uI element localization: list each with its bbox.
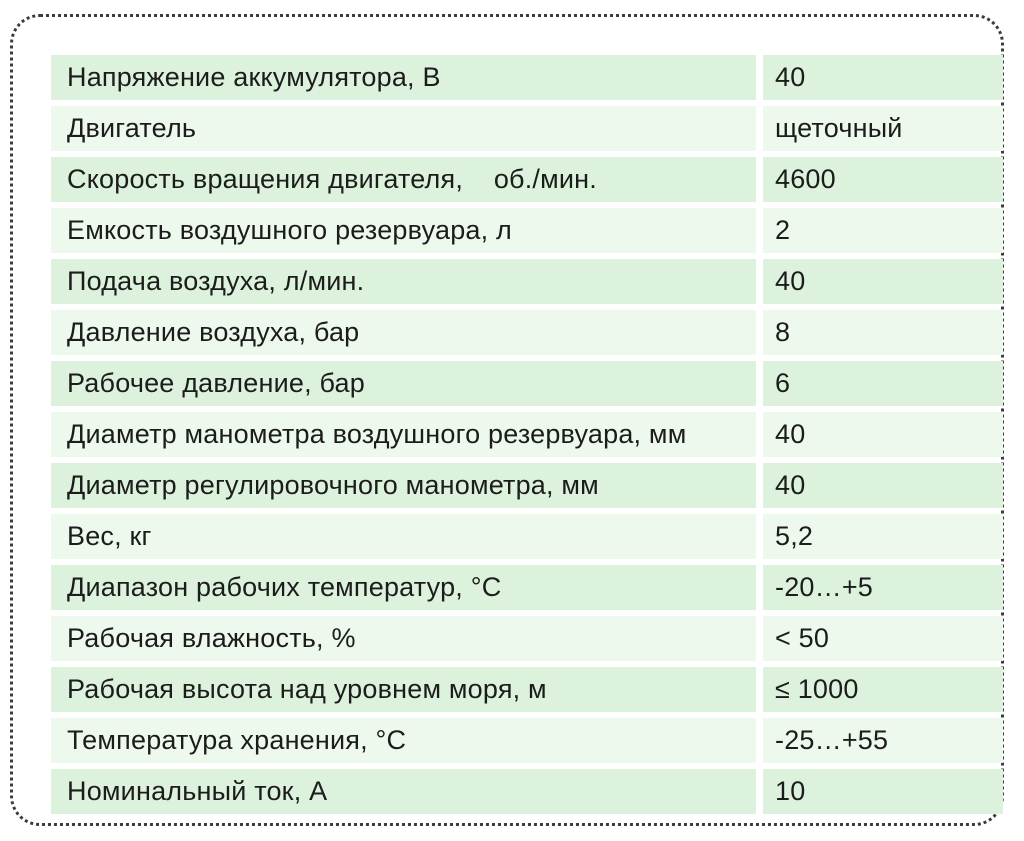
spec-value: 5,2 [763, 514, 1003, 559]
spec-value: -20…+5 [763, 565, 1003, 610]
spec-value: 40 [763, 463, 1003, 508]
spec-row: Вес, кг 5,2 [51, 514, 1003, 559]
spec-label: Рабочая влажность, % [51, 616, 756, 661]
spec-row: Рабочая влажность, % < 50 [51, 616, 1003, 661]
spec-row: Диапазон рабочих температур, °С -20…+5 [51, 565, 1003, 610]
spec-row: Рабочая высота над уровнем моря, м ≤ 100… [51, 667, 1003, 712]
spec-label: Диаметр манометра воздушного резервуара,… [51, 412, 756, 457]
spec-value: -25…+55 [763, 718, 1003, 763]
spec-row: Диаметр регулировочного манометра, мм 40 [51, 463, 1003, 508]
spec-row: Емкость воздушного резервуара, л 2 [51, 208, 1003, 253]
spec-row: Рабочее давление, бар 6 [51, 361, 1003, 406]
spec-value: 40 [763, 55, 1003, 100]
spec-label: Рабочая высота над уровнем моря, м [51, 667, 756, 712]
spec-value: 40 [763, 259, 1003, 304]
spec-label: Напряжение аккумулятора, В [51, 55, 756, 100]
spec-value: 6 [763, 361, 1003, 406]
spec-row: Давление воздуха, бар 8 [51, 310, 1003, 355]
spec-label: Подача воздуха, л/мин. [51, 259, 756, 304]
spec-label: Диаметр регулировочного манометра, мм [51, 463, 756, 508]
spec-row: Подача воздуха, л/мин. 40 [51, 259, 1003, 304]
spec-row: Напряжение аккумулятора, В 40 [51, 55, 1003, 100]
spec-row: Двигатель щеточный [51, 106, 1003, 151]
spec-label: Номинальный ток, А [51, 769, 756, 814]
spec-label: Скорость вращения двигателя, об./мин. [51, 157, 756, 202]
spec-label: Двигатель [51, 106, 756, 151]
spec-row: Температура хранения, °С -25…+55 [51, 718, 1003, 763]
spec-table: Напряжение аккумулятора, В 40 Двигатель … [51, 55, 1003, 820]
spec-value: 10 [763, 769, 1003, 814]
spec-row: Диаметр манометра воздушного резервуара,… [51, 412, 1003, 457]
spec-value: 8 [763, 310, 1003, 355]
spec-value: 40 [763, 412, 1003, 457]
spec-value: щеточный [763, 106, 1003, 151]
spec-row: Скорость вращения двигателя, об./мин. 46… [51, 157, 1003, 202]
spec-value: ≤ 1000 [763, 667, 1003, 712]
spec-value: 2 [763, 208, 1003, 253]
spec-row: Номинальный ток, А 10 [51, 769, 1003, 814]
spec-label: Вес, кг [51, 514, 756, 559]
spec-label: Температура хранения, °С [51, 718, 756, 763]
spec-value: 4600 [763, 157, 1003, 202]
spec-value: < 50 [763, 616, 1003, 661]
dotted-frame: Напряжение аккумулятора, В 40 Двигатель … [10, 14, 1004, 826]
spec-label: Емкость воздушного резервуара, л [51, 208, 756, 253]
spec-label: Рабочее давление, бар [51, 361, 756, 406]
spec-label: Давление воздуха, бар [51, 310, 756, 355]
spec-label: Диапазон рабочих температур, °С [51, 565, 756, 610]
